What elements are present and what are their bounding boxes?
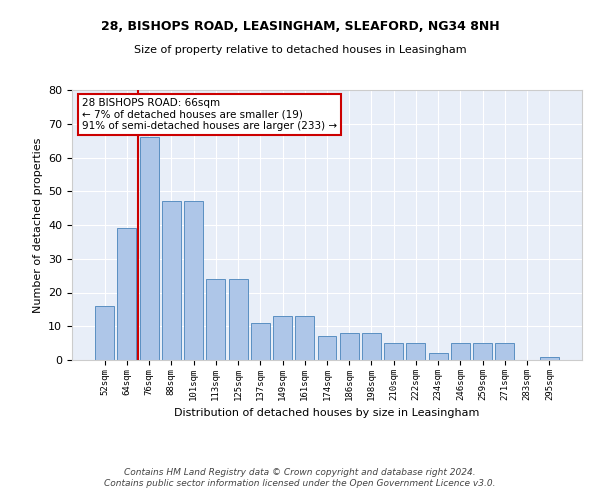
- Text: Contains HM Land Registry data © Crown copyright and database right 2024.
Contai: Contains HM Land Registry data © Crown c…: [104, 468, 496, 487]
- Bar: [140, 137, 158, 360]
- Y-axis label: Number of detached properties: Number of detached properties: [32, 138, 43, 312]
- Text: 28 BISHOPS ROAD: 66sqm
← 7% of detached houses are smaller (19)
91% of semi-deta: 28 BISHOPS ROAD: 66sqm ← 7% of detached …: [82, 98, 337, 132]
- Bar: [206, 279, 225, 360]
- Bar: [295, 316, 314, 360]
- Bar: [184, 202, 203, 360]
- Bar: [451, 343, 470, 360]
- Bar: [162, 202, 181, 360]
- Bar: [406, 343, 425, 360]
- Bar: [340, 333, 359, 360]
- Text: Size of property relative to detached houses in Leasingham: Size of property relative to detached ho…: [134, 45, 466, 55]
- Bar: [384, 343, 403, 360]
- X-axis label: Distribution of detached houses by size in Leasingham: Distribution of detached houses by size …: [175, 408, 479, 418]
- Bar: [317, 336, 337, 360]
- Bar: [95, 306, 114, 360]
- Bar: [229, 279, 248, 360]
- Bar: [251, 323, 270, 360]
- Bar: [429, 353, 448, 360]
- Bar: [473, 343, 492, 360]
- Bar: [362, 333, 381, 360]
- Bar: [496, 343, 514, 360]
- Bar: [273, 316, 292, 360]
- Bar: [118, 228, 136, 360]
- Text: 28, BISHOPS ROAD, LEASINGHAM, SLEAFORD, NG34 8NH: 28, BISHOPS ROAD, LEASINGHAM, SLEAFORD, …: [101, 20, 499, 33]
- Bar: [540, 356, 559, 360]
